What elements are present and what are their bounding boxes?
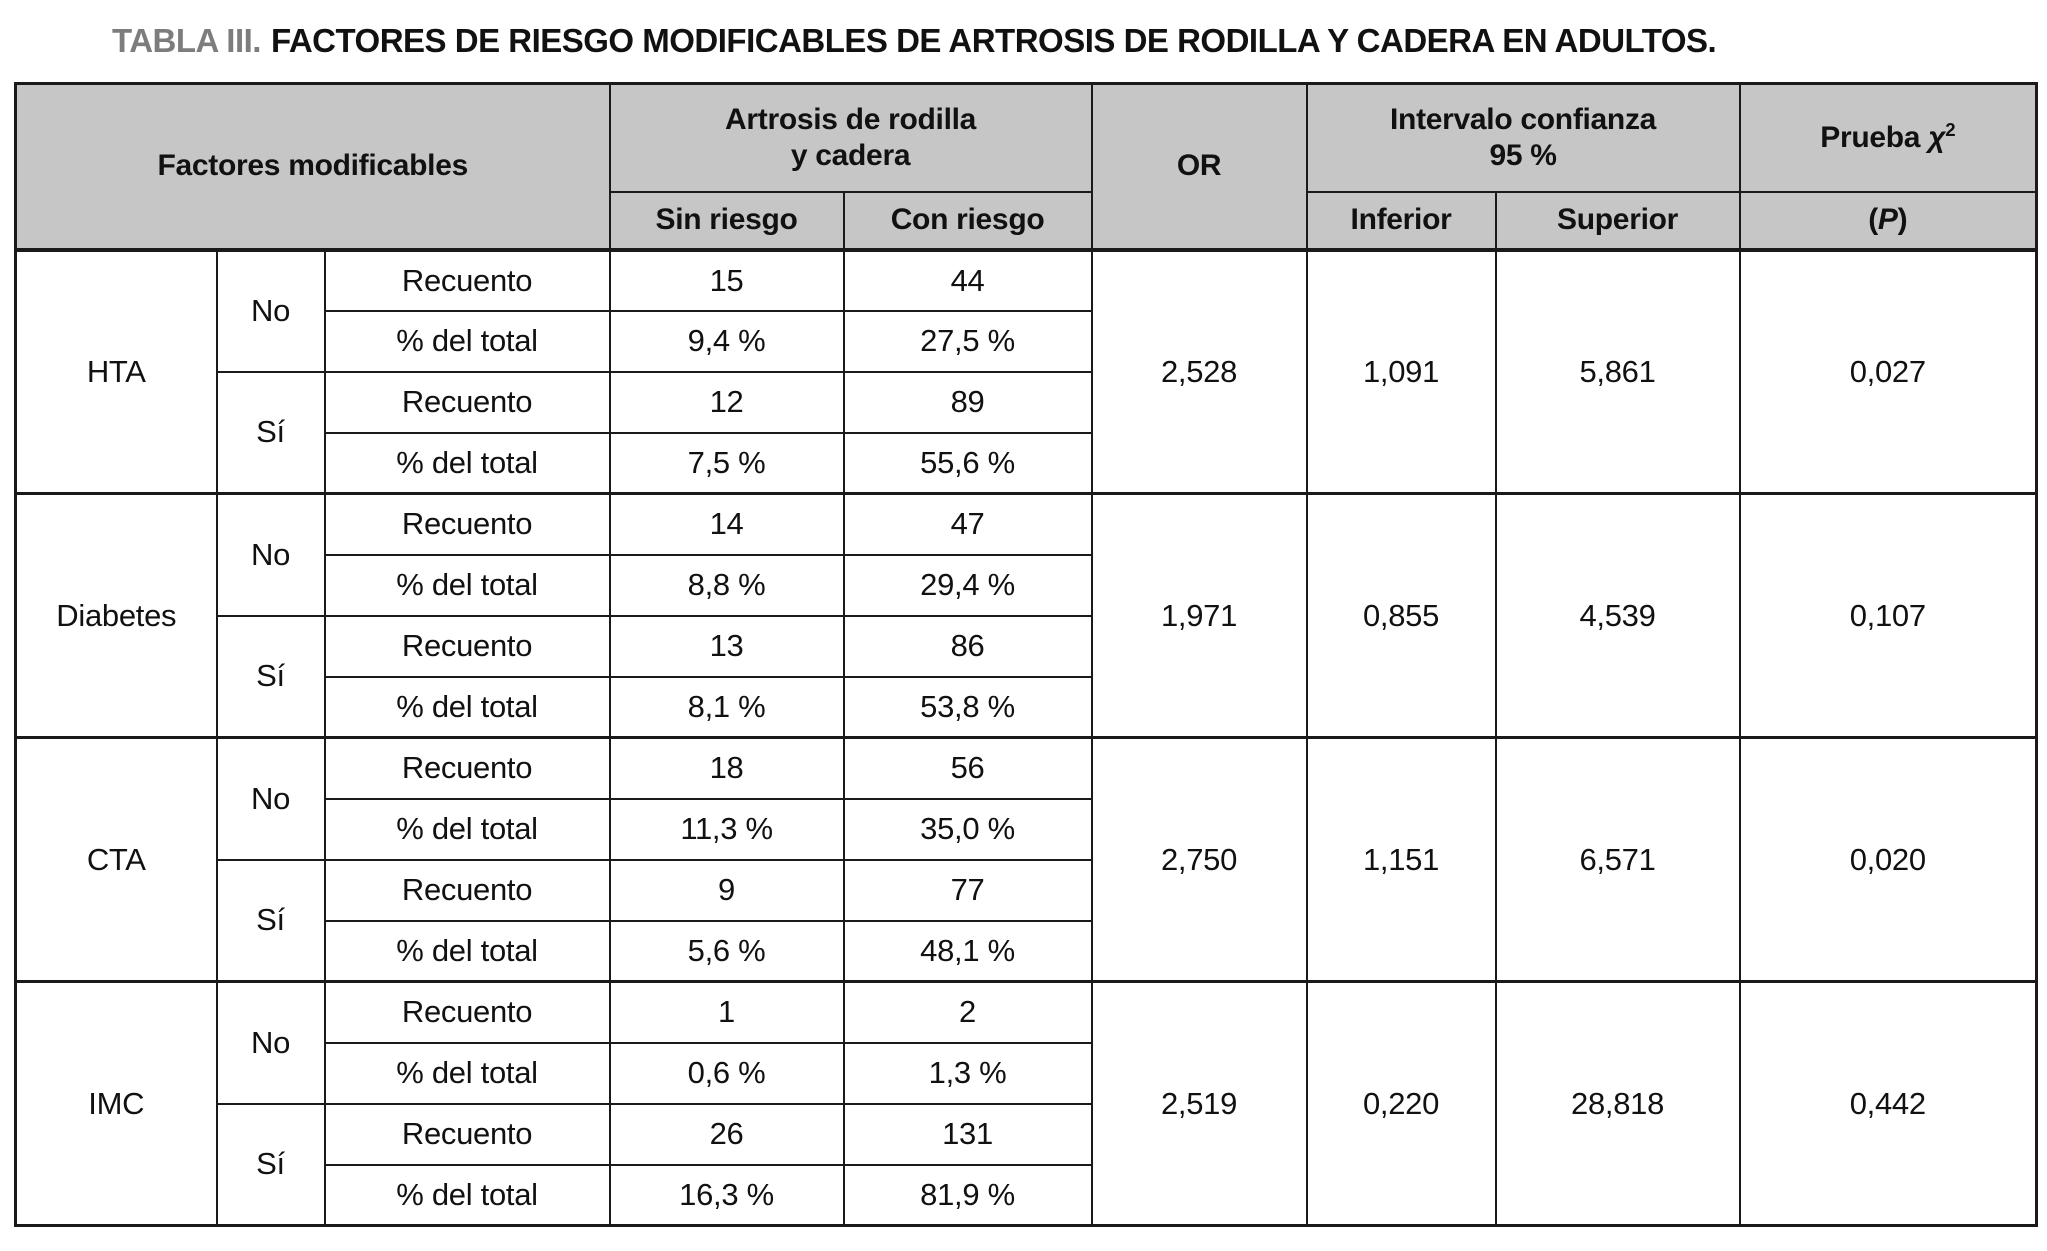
header-artrosis: Artrosis de rodilla y cadera [608,82,1093,193]
ci-inferior: 0,855 [1305,492,1497,739]
row-label-recuento: Recuento [323,1102,611,1166]
row-label-recuento: Recuento [323,492,611,556]
group-label-si: Sí [215,614,326,739]
row-label-recuento: Recuento [323,736,611,800]
p-value: 0,442 [1738,980,2038,1227]
value-con: 1,3 % [842,1041,1093,1105]
value-sin: 5,6 % [608,919,845,983]
value-con: 2 [842,980,1093,1044]
value-con: 131 [842,1102,1093,1166]
row-label-pct: % del total [323,553,611,617]
group-label-si: Sí [215,1102,326,1227]
group-label-si: Sí [215,858,326,983]
header-intervalo-line1: Intervalo confianza [1390,102,1657,136]
ci-superior: 5,861 [1494,248,1741,495]
value-con: 53,8 % [842,675,1093,739]
value-sin: 0,6 % [608,1041,845,1105]
value-sin: 16,3 % [608,1163,845,1227]
table-title-text: FACTORES DE RIESGO MODIFICABLES DE ARTRO… [270,22,1717,59]
chi-symbol: χ [1928,121,1946,155]
chi-exponent: 2 [1945,119,1956,141]
value-con: 55,6 % [842,431,1093,495]
header-sin-riesgo: Sin riesgo [608,190,845,252]
ci-superior: 4,539 [1494,492,1741,739]
ci-inferior: 0,220 [1305,980,1497,1227]
header-prueba-chi2: Prueba χ2 [1738,82,2038,193]
value-sin: 14 [608,492,845,556]
ci-inferior: 1,091 [1305,248,1497,495]
row-label-recuento: Recuento [323,370,611,434]
header-factores-modificables: Factores modificables [14,82,611,252]
p-value: 0,107 [1738,492,2038,739]
header-con-riesgo: Con riesgo [842,190,1093,252]
value-sin: 9 [608,858,845,922]
header-or: OR [1090,82,1308,252]
or-value: 1,971 [1090,492,1308,739]
p-value: 0,027 [1738,248,2038,495]
group-label-no: No [215,492,326,617]
value-con: 44 [842,248,1093,312]
factor-name: CTA [14,736,218,983]
row-label-pct: % del total [323,797,611,861]
header-superior: Superior [1494,190,1741,252]
header-intervalo-confianza: Intervalo confianza 95 % [1305,82,1741,193]
header-inferior: Inferior [1305,190,1497,252]
value-con: 56 [842,736,1093,800]
value-sin: 9,4 % [608,309,845,373]
row-label-recuento: Recuento [323,980,611,1044]
row-label-pct: % del total [323,1163,611,1227]
value-sin: 8,1 % [608,675,845,739]
or-value: 2,750 [1090,736,1308,983]
page-title: TABLA III. FACTORES DE RIESGO MODIFICABLE… [112,22,1717,60]
header-artrosis-line1: Artrosis de rodilla [725,102,977,136]
risk-factors-table: Factores modificables Artrosis de rodill… [14,82,2039,1227]
value-sin: 7,5 % [608,431,845,495]
value-con: 89 [842,370,1093,434]
row-label-recuento: Recuento [323,248,611,312]
or-value: 2,528 [1090,248,1308,495]
group-label-no: No [215,248,326,373]
value-con: 29,4 % [842,553,1093,617]
group-label-no: No [215,736,326,861]
row-label-recuento: Recuento [323,858,611,922]
value-sin: 13 [608,614,845,678]
p-symbol: P [1877,203,1898,236]
ci-superior: 28,818 [1494,980,1741,1227]
factor-name: HTA [14,248,218,495]
value-con: 48,1 % [842,919,1093,983]
value-sin: 15 [608,248,845,312]
value-con: 86 [842,614,1093,678]
row-label-pct: % del total [323,919,611,983]
value-sin: 18 [608,736,845,800]
value-con: 47 [842,492,1093,556]
row-label-pct: % del total [323,1041,611,1105]
p-value: 0,020 [1738,736,2038,983]
value-con: 81,9 % [842,1163,1093,1227]
value-sin: 26 [608,1102,845,1166]
value-con: 35,0 % [842,797,1093,861]
header-artrosis-line2: y cadera [790,138,911,172]
value-sin: 1 [608,980,845,1044]
row-label-pct: % del total [323,675,611,739]
row-label-recuento: Recuento [323,614,611,678]
value-con: 77 [842,858,1093,922]
ci-superior: 6,571 [1494,736,1741,983]
header-p: (P) [1738,190,2038,252]
value-sin: 8,8 % [608,553,845,617]
value-con: 27,5 % [842,309,1093,373]
factor-name: Diabetes [14,492,218,739]
table-number-label: TABLA III. [112,22,261,59]
factor-name: IMC [14,980,218,1227]
group-label-si: Sí [215,370,326,495]
or-value: 2,519 [1090,980,1308,1227]
value-sin: 11,3 % [608,797,845,861]
ci-inferior: 1,151 [1305,736,1497,983]
row-label-pct: % del total [323,431,611,495]
group-label-no: No [215,980,326,1105]
value-sin: 12 [608,370,845,434]
header-intervalo-line2: 95 % [1489,138,1557,172]
row-label-pct: % del total [323,309,611,373]
